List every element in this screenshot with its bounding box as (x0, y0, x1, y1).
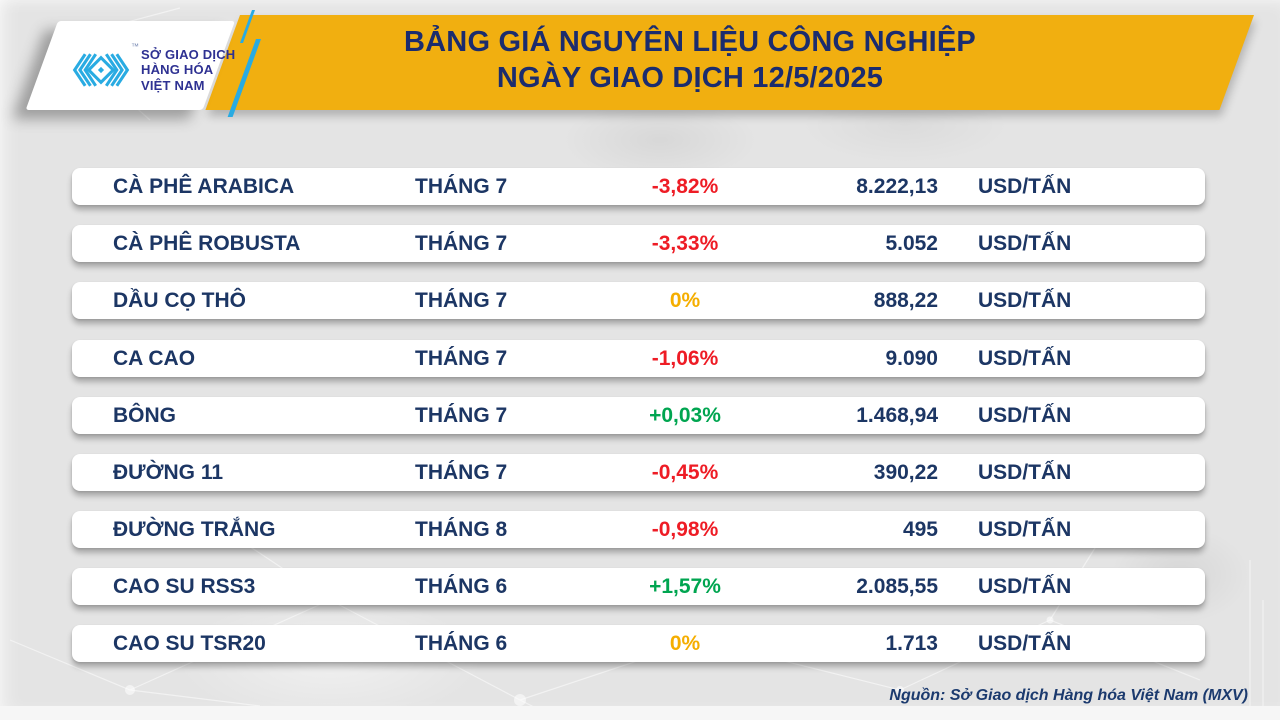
commodity-name: DẦU CỌ THÔ (113, 288, 246, 312)
change-percent: -1,06% (651, 346, 719, 370)
table-row: DẦU CỌ THÔ THÁNG 7 0% 888,22 USD/TẤN (72, 282, 1205, 319)
price-value: 9.090 (885, 346, 938, 370)
change-percent: 0% (669, 288, 701, 312)
change-percent: -0,98% (651, 517, 719, 541)
price-unit: USD/TẤN (978, 517, 1072, 541)
price-value: 390,22 (873, 460, 938, 484)
price-value: 888,22 (873, 288, 938, 312)
table-row: ĐƯỜNG TRẮNG THÁNG 8 -0,98% 495 USD/TẤN (72, 511, 1205, 548)
table-row: BÔNG THÁNG 7 +0,03% 1.468,94 USD/TẤN (72, 397, 1205, 434)
price-value: 5.052 (885, 231, 938, 255)
price-value: 2.085,55 (856, 574, 938, 598)
price-unit: USD/TẤN (978, 403, 1072, 427)
contract-month: THÁNG 7 (415, 288, 508, 312)
contract-month: THÁNG 8 (415, 517, 508, 541)
change-percent: +0,03% (649, 403, 721, 427)
price-value: 8.222,13 (856, 174, 938, 198)
contract-month: THÁNG 6 (415, 631, 508, 655)
change-percent: 0% (669, 631, 701, 655)
price-value: 1.713 (885, 631, 938, 655)
price-value: 495 (902, 517, 938, 541)
logo-text-line1: SỞ GIAO DỊCH (141, 46, 236, 62)
table-row: CAO SU RSS3 THÁNG 6 +1,57% 2.085,55 USD/… (72, 568, 1205, 605)
table-row: CÀ PHÊ ROBUSTA THÁNG 7 -3,33% 5.052 USD/… (72, 225, 1205, 262)
commodity-name: BÔNG (113, 403, 176, 427)
logo-text: SỞ GIAO DỊCH HÀNG HÓA VIỆT NAM (141, 47, 235, 94)
contract-month: THÁNG 7 (415, 346, 508, 370)
table-row: CAO SU TSR20 THÁNG 6 0% 1.713 USD/TẤN (72, 625, 1205, 662)
contract-month: THÁNG 7 (415, 403, 508, 427)
price-unit: USD/TẤN (978, 174, 1072, 198)
logo-text-line3: VIỆT NAM (141, 77, 205, 93)
contract-month: THÁNG 7 (415, 231, 508, 255)
commodity-name: ĐƯỜNG 11 (113, 460, 224, 484)
mxv-chevron-diamond-icon (72, 53, 130, 87)
price-unit: USD/TẤN (978, 574, 1072, 598)
commodity-name: CÀ PHÊ ROBUSTA (113, 231, 301, 255)
contract-month: THÁNG 7 (415, 174, 508, 198)
logo-text-line2: HÀNG HÓA (141, 62, 214, 78)
price-unit: USD/TẤN (978, 288, 1072, 312)
change-percent: +1,57% (649, 574, 721, 598)
change-percent: -3,33% (651, 231, 719, 255)
table-row: CA CAO THÁNG 7 -1,06% 9.090 USD/TẤN (72, 340, 1205, 377)
price-unit: USD/TẤN (978, 460, 1072, 484)
change-percent: -0,45% (651, 460, 719, 484)
page-title: BẢNG GIÁ NGUYÊN LIỆU CÔNG NGHIỆP NGÀY GI… (240, 24, 1140, 96)
commodity-name: CA CAO (113, 346, 196, 370)
change-percent: -3,82% (651, 174, 719, 198)
price-unit: USD/TẤN (978, 346, 1072, 370)
price-value: 1.468,94 (856, 403, 938, 427)
trademark-symbol: ™ (131, 42, 139, 51)
mxv-logo: ™ SỞ GIAO DỊCH HÀNG HÓA VIỆT NAM (72, 40, 235, 100)
table-row: ĐƯỜNG 11 THÁNG 7 -0,45% 390,22 USD/TẤN (72, 454, 1205, 491)
commodity-name: CAO SU RSS3 (113, 574, 256, 598)
commodity-name: ĐƯỜNG TRẮNG (113, 517, 276, 541)
commodity-name: CAO SU TSR20 (113, 631, 266, 655)
commodity-name: CÀ PHÊ ARABICA (113, 174, 295, 198)
contract-month: THÁNG 7 (415, 460, 508, 484)
source-note: Nguồn: Sở Giao dịch Hàng hóa Việt Nam (M… (889, 687, 1248, 704)
price-unit: USD/TẤN (978, 631, 1072, 655)
contract-month: THÁNG 6 (415, 574, 508, 598)
title-line1: BẢNG GIÁ NGUYÊN LIỆU CÔNG NGHIỆP (404, 26, 976, 58)
table-row: CÀ PHÊ ARABICA THÁNG 7 -3,82% 8.222,13 U… (72, 168, 1205, 205)
title-line2: NGÀY GIAO DỊCH 12/5/2025 (496, 62, 884, 94)
price-unit: USD/TẤN (978, 231, 1072, 255)
